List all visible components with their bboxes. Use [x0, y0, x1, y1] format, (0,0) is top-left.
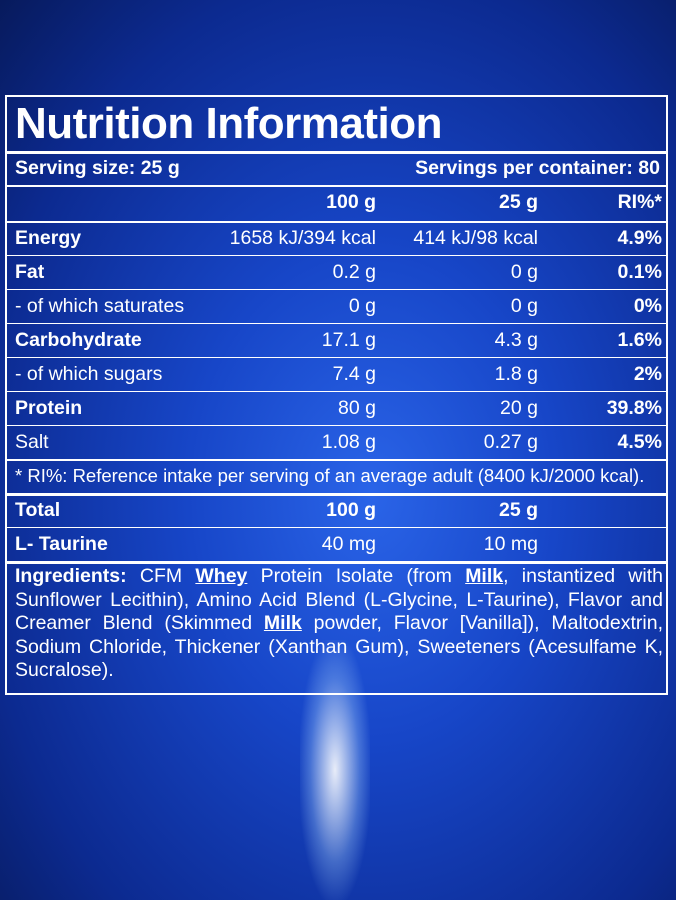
footnote: * RI%: Reference intake per serving of a…	[15, 465, 645, 486]
serving-size: Serving size: 25 g	[15, 157, 180, 179]
cell: 0 g	[348, 295, 376, 317]
cell: 0%	[633, 295, 662, 317]
row-label: Fat	[15, 261, 45, 283]
ingredient-text: Protein Isolate (from	[260, 565, 452, 587]
glare	[300, 640, 370, 900]
rule	[7, 391, 666, 392]
column-header: 25 g	[498, 499, 538, 521]
ingredient-text: CFM	[139, 565, 183, 587]
rule	[7, 289, 666, 290]
rule	[7, 151, 666, 154]
row-label: Protein	[15, 397, 83, 419]
allergen: Whey	[195, 565, 248, 587]
cell: 4.3 g	[494, 329, 538, 351]
cell: 2%	[633, 363, 662, 385]
column-header: 100 g	[326, 499, 376, 521]
rule	[7, 357, 666, 358]
cell: 0 g	[510, 261, 538, 283]
cell: 40 mg	[321, 533, 376, 555]
cell: 80 g	[338, 397, 376, 419]
cell: 20 g	[500, 397, 538, 419]
rule	[7, 185, 666, 187]
cell: 17.1 g	[321, 329, 376, 351]
cell: 0.2 g	[332, 261, 376, 283]
ingredient-text: , instantized with Sunflower Lecithin), …	[15, 565, 663, 634]
title: Nutrition Information	[15, 99, 443, 148]
rule	[7, 459, 666, 461]
rule	[7, 561, 666, 564]
cell: 10 mg	[483, 533, 538, 555]
row-label: - of which sugars	[15, 363, 163, 385]
cell: 4.9%	[617, 227, 662, 249]
allergen: Milk	[263, 612, 302, 634]
ingredients-label: Ingredients:	[15, 565, 127, 587]
rule	[7, 221, 666, 223]
ingredient-text: powder, Flavor [Vanilla]), Maltodextrin,…	[15, 612, 664, 681]
column-header: 25 g	[498, 191, 538, 213]
cell: 1.08 g	[321, 431, 376, 453]
servings-per-container: Servings per container: 80	[415, 157, 660, 179]
rule	[7, 323, 666, 324]
cell: 1658 kJ/394 kcal	[229, 227, 376, 249]
cell: 1.8 g	[494, 363, 538, 385]
rule	[7, 425, 666, 426]
cell: 414 kJ/98 kcal	[413, 227, 538, 249]
cell: 0 g	[510, 295, 538, 317]
cell: 39.8%	[606, 397, 662, 419]
row-label: Total	[15, 499, 61, 521]
rule	[7, 527, 666, 528]
row-label: Carbohydrate	[15, 329, 142, 351]
cell: 4.5%	[617, 431, 662, 453]
column-header: 100 g	[326, 191, 376, 213]
cell: 0.1%	[617, 261, 662, 283]
ingredients: Ingredients: CFM Whey Protein Isolate (f…	[15, 565, 663, 683]
cell: 0.27 g	[483, 431, 538, 453]
row-label: - of which saturates	[15, 295, 185, 317]
cell: 7.4 g	[332, 363, 376, 385]
nutrition-panel: Nutrition Information Ingredients: CFM W…	[5, 95, 668, 695]
column-header: RI%*	[617, 191, 662, 213]
row-label: L- Taurine	[15, 533, 108, 555]
rule	[7, 493, 666, 496]
row-label: Energy	[15, 227, 82, 249]
rule	[7, 255, 666, 256]
allergen: Milk	[465, 565, 504, 587]
cell: 1.6%	[617, 329, 662, 351]
row-label: Salt	[15, 431, 49, 453]
